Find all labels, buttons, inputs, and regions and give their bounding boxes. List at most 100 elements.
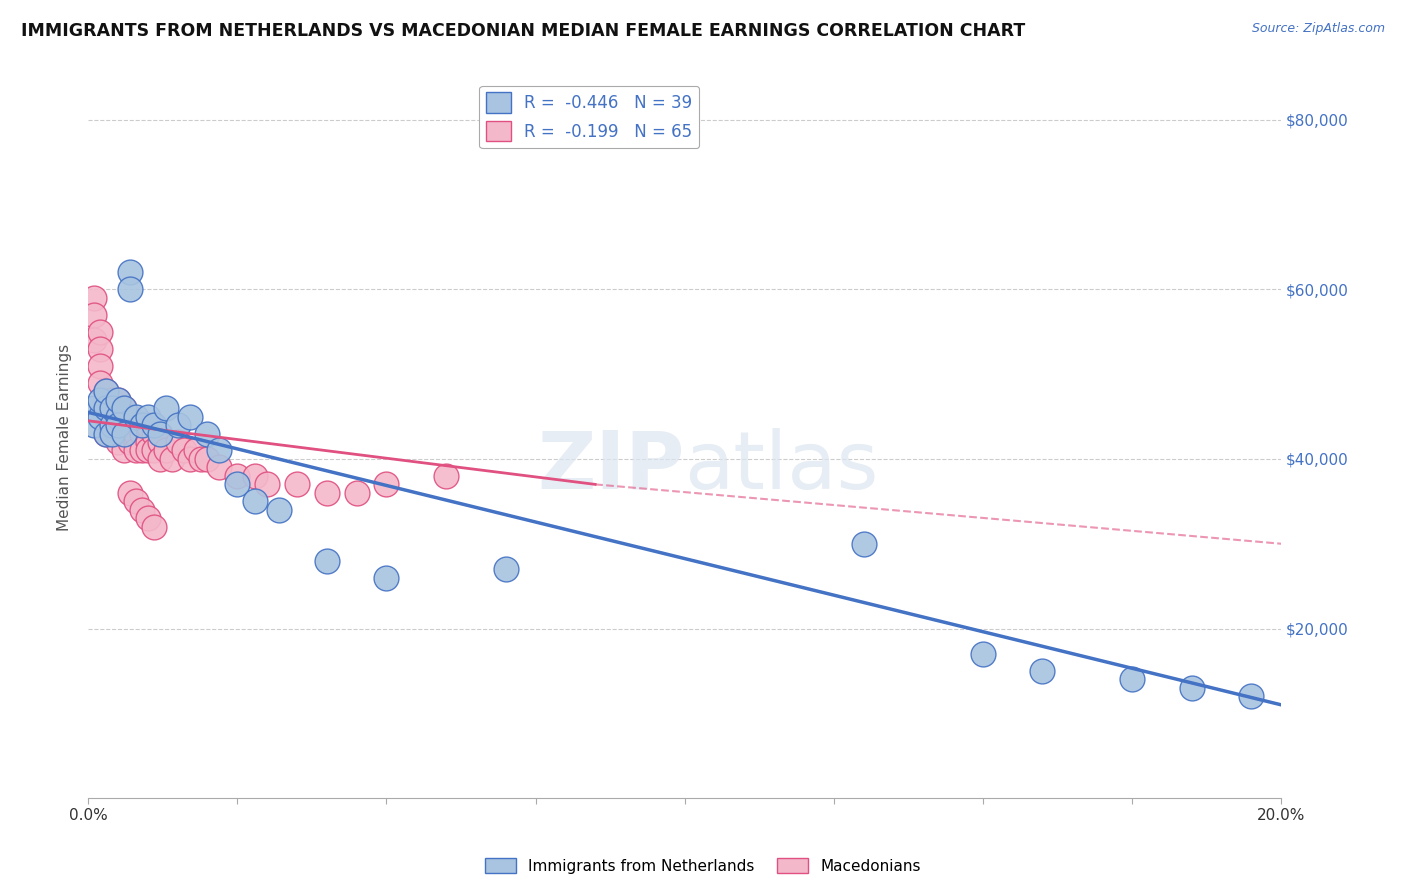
Point <box>136 435 159 450</box>
Point <box>136 443 159 458</box>
Point <box>1181 681 1204 695</box>
Point <box>208 443 231 458</box>
Point <box>118 282 141 296</box>
Point <box>197 452 219 467</box>
Point <box>852 537 875 551</box>
Point <box>83 401 105 415</box>
Point <box>107 435 129 450</box>
Point <box>256 477 278 491</box>
Point <box>375 571 398 585</box>
Point <box>118 426 141 441</box>
Point <box>179 452 201 467</box>
Point <box>118 435 141 450</box>
Point <box>131 443 153 458</box>
Point <box>125 426 148 441</box>
Point <box>125 435 148 450</box>
Point <box>94 384 117 398</box>
Point <box>83 291 105 305</box>
Point <box>142 520 165 534</box>
Point <box>1121 673 1143 687</box>
Point <box>136 417 159 432</box>
Point <box>107 409 129 424</box>
Point <box>267 503 290 517</box>
Point <box>89 392 111 407</box>
Point <box>118 486 141 500</box>
Point <box>101 401 124 415</box>
Point <box>94 384 117 398</box>
Point <box>83 308 105 322</box>
Text: Source: ZipAtlas.com: Source: ZipAtlas.com <box>1251 22 1385 36</box>
Point <box>101 426 124 441</box>
Point <box>136 409 159 424</box>
Point <box>89 376 111 390</box>
Point <box>243 469 266 483</box>
Point <box>94 401 117 415</box>
Point <box>125 417 148 432</box>
Text: ZIP: ZIP <box>537 427 685 506</box>
Point <box>226 469 249 483</box>
Point <box>1240 690 1263 704</box>
Point <box>142 426 165 441</box>
Point <box>149 426 172 441</box>
Y-axis label: Median Female Earnings: Median Female Earnings <box>58 344 72 532</box>
Point <box>495 562 517 576</box>
Point <box>94 426 117 441</box>
Legend: Immigrants from Netherlands, Macedonians: Immigrants from Netherlands, Macedonians <box>479 852 927 880</box>
Point <box>112 401 135 415</box>
Point <box>83 417 105 432</box>
Point <box>197 426 219 441</box>
Point <box>315 486 337 500</box>
Point <box>112 443 135 458</box>
Point <box>101 417 124 432</box>
Point <box>107 417 129 432</box>
Point <box>101 392 124 407</box>
Point <box>166 417 188 432</box>
Point <box>346 486 368 500</box>
Point <box>125 443 148 458</box>
Point <box>155 443 177 458</box>
Point <box>101 409 124 424</box>
Point <box>315 554 337 568</box>
Point <box>107 409 129 424</box>
Point <box>149 435 172 450</box>
Text: atlas: atlas <box>685 427 879 506</box>
Point <box>107 392 129 407</box>
Point <box>94 392 117 407</box>
Point <box>166 435 188 450</box>
Point <box>434 469 457 483</box>
Point <box>131 426 153 441</box>
Text: IMMIGRANTS FROM NETHERLANDS VS MACEDONIAN MEDIAN FEMALE EARNINGS CORRELATION CHA: IMMIGRANTS FROM NETHERLANDS VS MACEDONIA… <box>21 22 1025 40</box>
Point <box>89 342 111 356</box>
Point <box>118 417 141 432</box>
Point <box>83 333 105 347</box>
Point <box>208 460 231 475</box>
Point <box>118 409 141 424</box>
Point <box>375 477 398 491</box>
Point <box>107 426 129 441</box>
Point <box>125 494 148 508</box>
Point <box>243 494 266 508</box>
Legend: R =  -0.446   N = 39, R =  -0.199   N = 65: R = -0.446 N = 39, R = -0.199 N = 65 <box>479 86 699 148</box>
Point <box>184 443 207 458</box>
Point <box>179 409 201 424</box>
Point <box>89 409 111 424</box>
Point <box>155 401 177 415</box>
Point <box>972 647 994 661</box>
Point <box>125 409 148 424</box>
Point <box>285 477 308 491</box>
Point <box>131 503 153 517</box>
Point <box>1031 664 1053 678</box>
Point <box>107 392 129 407</box>
Point <box>160 452 183 467</box>
Point <box>112 401 135 415</box>
Point <box>107 417 129 432</box>
Point <box>149 452 172 467</box>
Point <box>190 452 212 467</box>
Point <box>101 417 124 432</box>
Point <box>136 511 159 525</box>
Point <box>131 417 153 432</box>
Point <box>94 426 117 441</box>
Point <box>94 409 117 424</box>
Point <box>112 417 135 432</box>
Point <box>142 417 165 432</box>
